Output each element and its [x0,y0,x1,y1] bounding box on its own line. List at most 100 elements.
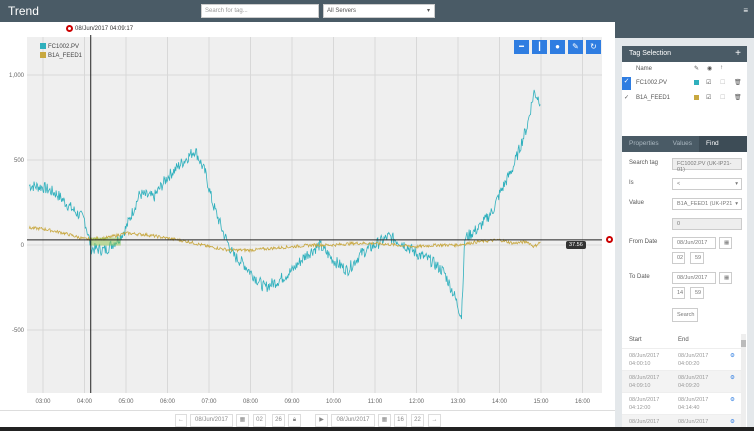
refresh-icon[interactable]: ↻ [586,40,601,54]
calendar-icon[interactable]: ▦ [719,272,732,284]
caret-down-icon: ▾ [735,201,738,207]
cursor-handle-icon[interactable] [66,25,73,32]
pin-checkbox[interactable]: ☐ [720,95,726,101]
y-tick-label: 500 [14,158,25,164]
tag-selection-panel: Tag Selection + Name ✎ ◉ ↑ ✓ FC1002.PV ☑ … [622,46,747,138]
x-tick-label: 03:00 [35,399,51,405]
x-tick-label: 10:00 [326,399,342,405]
play-icon[interactable]: ▶ [315,414,328,427]
from-minute-input[interactable]: 59 [690,252,704,264]
to-date-input[interactable]: 08/Jun/2017 [672,272,716,284]
trash-icon[interactable]: 🗑︎ [734,95,742,101]
calendar-icon[interactable]: ▦ [719,237,732,249]
result-row[interactable]: 08/Jun/2017 04:12:00 08/Jun/2017 04:14:40 ⚙ [622,392,741,414]
tag-name: B1A_FEED1 [636,95,671,101]
gear-icon[interactable]: ⚙ [730,397,735,403]
x-tick-label: 04:00 [77,399,93,405]
visible-checkbox[interactable]: ☑ [706,95,712,101]
arrow-right-icon[interactable]: → [428,414,441,427]
results-scrollbar[interactable] [741,334,746,427]
x-tick-label: 14:00 [492,399,508,405]
calendar-icon[interactable]: ▦ [236,414,249,427]
trend-chart[interactable]: 03:00 04:00 05:00 06:00 07:00 08:00 09:00 10:00… [0,30,615,410]
tag-selection-header: Tag Selection + [622,46,747,62]
top-bar: Trend Search for tag... All Servers ▾ ≡ [0,0,754,22]
side-header [615,22,754,38]
add-icon[interactable]: + [735,48,741,59]
to-minute-input[interactable]: 59 [690,287,704,299]
visible-checkbox[interactable]: ☑ [706,80,712,86]
cursor-time: 08/Jun/2017 04:09:17 [75,25,134,32]
result-row[interactable]: 08/Jun/2017 04:09:10 08/Jun/2017 04:09:20 ⚙ [622,370,741,392]
comment-icon[interactable]: ● [550,40,565,54]
cursor-value-label: 37.56 [566,241,586,249]
caret-down-icon: ▾ [426,8,430,14]
tab-values[interactable]: Values [672,140,693,147]
value-tag-select[interactable]: B1A_FEED1 (UK-IP21 ▾ [672,198,742,210]
x-tick-label: 11:00 [368,399,383,405]
highlight-region [90,237,121,246]
chart-toolbar: ━ ┃ ● ✎ ↻ [514,40,601,54]
search-tag-label: Search tag [629,160,659,166]
value-cursor-handle-icon[interactable] [606,236,613,243]
from-date-label: From Date [629,239,658,245]
start-hour-input[interactable]: 02 [253,414,266,427]
is-label: Is [629,180,634,186]
horizontal-line-icon[interactable]: ━ [514,40,529,54]
end-date: 08/Jun/2017 [678,353,709,359]
trash-icon[interactable]: 🗑︎ [734,80,742,86]
pin-icon: ↑ [720,65,723,71]
server-select[interactable]: All Servers ▾ [323,4,435,18]
y-tick-label: 0 [21,243,25,249]
gear-icon[interactable]: ⚙ [730,353,735,359]
x-tick-label: 08:00 [243,399,259,405]
operator-select[interactable]: < ▾ [672,178,742,190]
legend-item: FC1002.PV [40,43,82,52]
calendar-icon[interactable]: ▦ [378,414,391,427]
arrow-left-icon[interactable]: ← [175,414,187,427]
plot-area [27,37,602,393]
tag-search-input[interactable]: Search for tag... [201,4,319,18]
lock-icon[interactable]: 🔒︎ [288,414,301,427]
hamburger-icon[interactable]: ≡ [743,6,748,15]
color-swatch[interactable] [694,95,699,100]
value-label: Value [629,200,644,206]
pin-checkbox[interactable]: ☐ [720,80,726,86]
check-icon[interactable]: ✓ [624,95,630,101]
from-hour-input[interactable]: 02 [672,252,685,264]
end-date-input[interactable]: 08/Jun/2017 [331,414,375,427]
vertical-line-icon[interactable]: ┃ [532,40,547,54]
end-time: 04:09:20 [678,383,700,389]
value-input[interactable]: 0 [672,218,742,230]
gear-icon[interactable]: ⚙ [730,375,735,381]
tag-row[interactable]: ✓ B1A_FEED1 ☑ ☐ 🗑︎ [622,92,747,105]
from-date-input[interactable]: 08/Jun/2017 [672,237,716,249]
time-range-bar: ← 08/Jun/2017 ▦ 02 26 🔒︎ ▶ 08/Jun/2017 ▦… [0,410,615,431]
search-button[interactable]: Search [672,308,698,322]
col-end: End [678,337,689,343]
tag-row[interactable]: ✓ FC1002.PV ☑ ☐ 🗑︎ [622,77,747,90]
check-icon[interactable]: ✓ [622,77,631,90]
end-date: 08/Jun/2017 [678,419,709,425]
server-value: All Servers [327,8,357,14]
start-time: 04:00:10 [629,361,651,367]
tab-properties[interactable]: Properties [629,140,659,147]
pencil-icon[interactable]: ✎ [568,40,583,54]
x-tick-label: 05:00 [118,399,134,405]
end-hour-input[interactable]: 16 [394,414,407,427]
result-row[interactable]: 08/Jun/2017 04:00:10 08/Jun/2017 04:00:20 ⚙ [622,348,741,370]
end-time: 04:14:40 [678,405,700,411]
legend-item: B1A_FEED1 [40,52,82,61]
start-date: 08/Jun/2017 [629,375,660,381]
color-swatch[interactable] [694,80,699,85]
start-date-input[interactable]: 08/Jun/2017 [190,414,233,427]
start-date: 08/Jun/2017 [629,419,660,425]
to-hour-input[interactable]: 14 [672,287,685,299]
tab-find-history[interactable]: Find History [699,136,747,163]
start-minute-input[interactable]: 26 [272,414,285,427]
start-date: 08/Jun/2017 [629,397,660,403]
tag-name: FC1002.PV [636,80,668,86]
end-minute-input[interactable]: 22 [411,414,424,427]
gear-icon[interactable]: ⚙ [730,419,735,425]
